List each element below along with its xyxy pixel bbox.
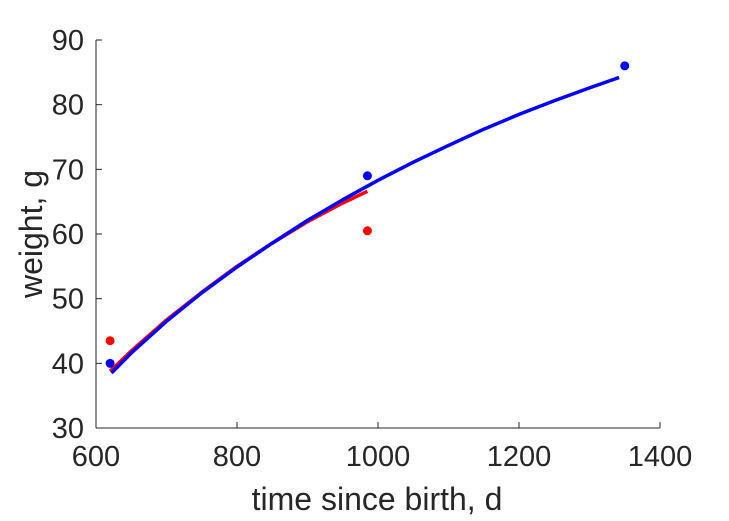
x-tick-label: 800 <box>213 441 261 473</box>
fit-lines <box>108 75 620 375</box>
blue-data-point <box>105 358 115 368</box>
x-tick-label: 600 <box>72 441 120 473</box>
x-tick-label: 1200 <box>487 441 552 473</box>
red-data-point <box>105 336 115 346</box>
y-tick-label: 40 <box>52 348 84 380</box>
y-axis-title: weight, g <box>13 170 49 299</box>
red-fit-line <box>108 189 369 373</box>
x-axis-title: time since birth, d <box>252 481 503 517</box>
y-tick-label: 90 <box>52 25 84 57</box>
y-tick-label: 60 <box>52 219 84 251</box>
red-data-point <box>362 226 372 236</box>
x-tick-label: 1400 <box>628 441 693 473</box>
y-tick-label: 80 <box>52 90 84 122</box>
data-points <box>105 61 630 368</box>
y-tick-label: 50 <box>52 284 84 316</box>
axes <box>95 39 661 429</box>
x-tick-label: 1000 <box>346 441 411 473</box>
blue-data-point <box>620 61 630 71</box>
tick-labels: 600 800 1000 1200 1400 30 40 50 60 70 80 90 <box>52 25 693 473</box>
y-tick-label: 70 <box>52 154 84 186</box>
blue-fit-line <box>110 75 620 375</box>
y-tick-label: 30 <box>52 413 84 445</box>
blue-data-point <box>362 171 372 181</box>
